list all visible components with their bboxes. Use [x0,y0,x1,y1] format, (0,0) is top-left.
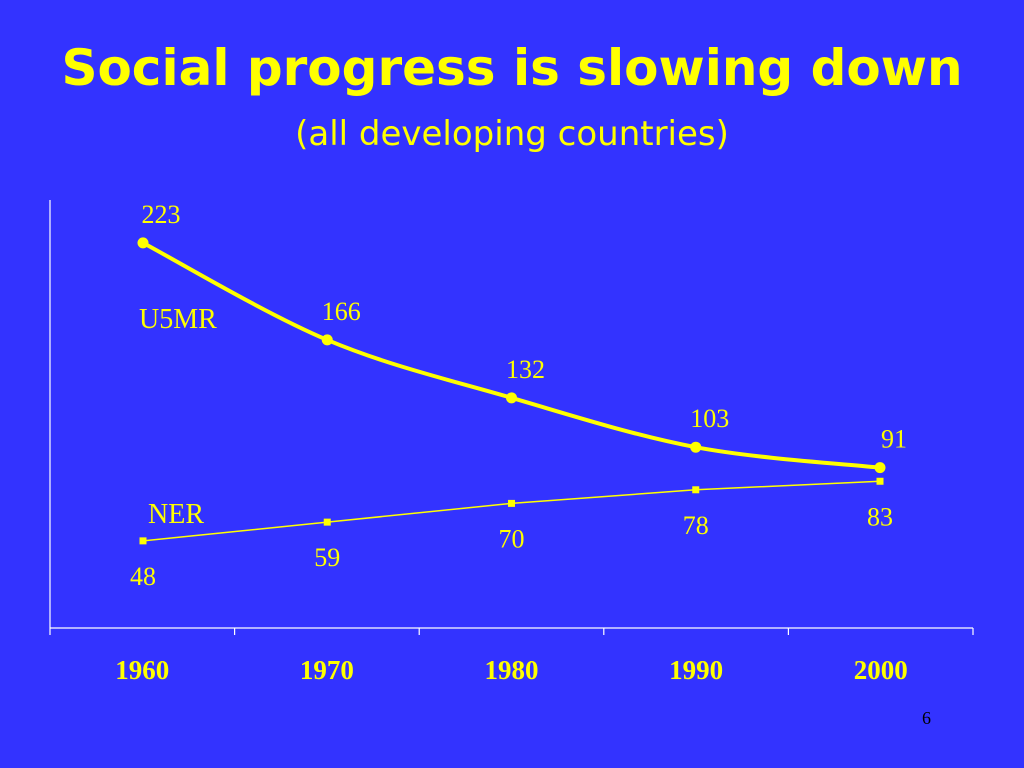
data-label-u5mr: 103 [690,404,729,433]
x-tick-label: 1970 [300,655,354,685]
data-label-ner: 83 [867,502,893,531]
data-label-ner: 59 [314,543,340,572]
point-ner [876,477,884,485]
chart-series-layer [137,237,886,545]
chart-labels-layer: 1960 1970 1980 1990 2000 223 166 132 103 91 48 59 70… [115,200,907,685]
point-u5mr [506,392,517,404]
point-ner [508,499,515,507]
point-ner [323,518,331,526]
point-ner [692,486,700,494]
x-tick-label: 1960 [115,655,169,685]
series-label-ner: NER [148,499,204,530]
slide-subtitle: (all developing countries) [295,114,729,154]
data-label-ner: 78 [683,511,709,540]
point-u5mr [137,237,149,249]
point-u5mr [690,441,702,453]
slide-title: Social progress is slowing down [61,39,963,97]
page-number: 6 [922,708,931,728]
data-label-ner: 48 [130,562,156,591]
chart-axes [49,200,974,635]
data-label-u5mr: 91 [881,425,907,454]
data-label-u5mr: 166 [322,297,361,326]
data-label-u5mr: 132 [506,355,545,384]
x-tick-label: 1990 [669,655,723,685]
point-ner [139,537,147,545]
series-label-u5mr: U5MR [139,304,217,335]
data-label-ner: 70 [499,524,525,553]
x-tick-label: 1980 [485,655,539,685]
point-u5mr [874,462,886,474]
x-tick-label: 2000 [854,655,908,685]
point-u5mr [321,334,333,346]
data-label-u5mr: 223 [142,200,181,229]
